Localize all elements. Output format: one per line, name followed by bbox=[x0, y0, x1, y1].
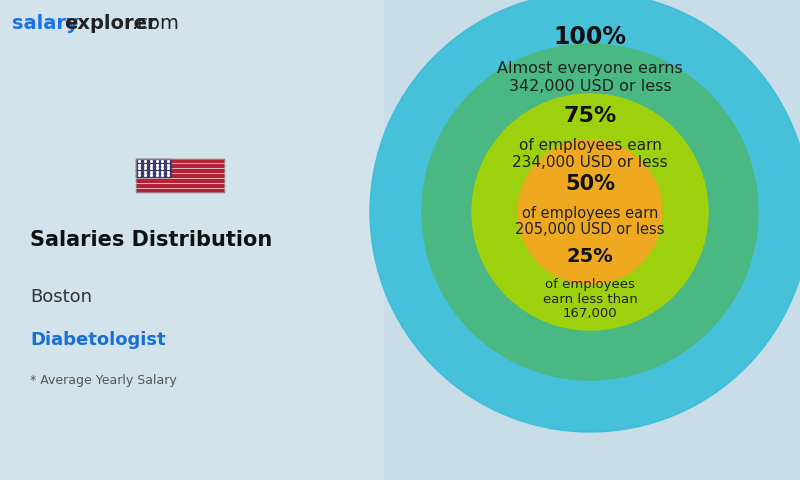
Text: Diabetologist: Diabetologist bbox=[30, 331, 166, 349]
Text: * Average Yearly Salary: * Average Yearly Salary bbox=[30, 374, 177, 387]
Bar bbox=[136, 159, 224, 192]
Text: 205,000 USD or less: 205,000 USD or less bbox=[515, 222, 665, 237]
FancyBboxPatch shape bbox=[0, 0, 384, 480]
Circle shape bbox=[518, 140, 662, 284]
Circle shape bbox=[472, 94, 708, 330]
Text: 342,000 USD or less: 342,000 USD or less bbox=[509, 79, 671, 94]
Bar bbox=[136, 184, 224, 187]
Text: 234,000 USD or less: 234,000 USD or less bbox=[512, 155, 668, 170]
Text: 100%: 100% bbox=[554, 25, 626, 49]
Bar bbox=[136, 159, 171, 177]
Circle shape bbox=[370, 0, 800, 432]
Bar bbox=[136, 159, 224, 162]
Text: .com: .com bbox=[132, 14, 180, 33]
Text: of employees earn: of employees earn bbox=[518, 138, 662, 153]
Text: 167,000: 167,000 bbox=[562, 308, 618, 321]
Text: of employees earn: of employees earn bbox=[522, 206, 658, 221]
Text: 50%: 50% bbox=[565, 174, 615, 194]
Bar bbox=[136, 169, 224, 172]
Text: Almost everyone earns: Almost everyone earns bbox=[497, 61, 683, 76]
Text: earn less than: earn less than bbox=[542, 293, 638, 306]
Circle shape bbox=[422, 44, 758, 380]
Text: salary: salary bbox=[12, 14, 78, 33]
Text: 25%: 25% bbox=[566, 247, 614, 266]
Text: Boston: Boston bbox=[30, 288, 92, 306]
Text: of employees: of employees bbox=[545, 278, 635, 291]
Text: 75%: 75% bbox=[563, 106, 617, 126]
Text: Salaries Distribution: Salaries Distribution bbox=[30, 230, 272, 251]
Bar bbox=[136, 180, 224, 182]
Bar bbox=[136, 174, 224, 177]
Bar bbox=[136, 164, 224, 167]
Bar bbox=[136, 190, 224, 192]
Text: explorer: explorer bbox=[64, 14, 157, 33]
Bar bbox=[136, 159, 224, 192]
